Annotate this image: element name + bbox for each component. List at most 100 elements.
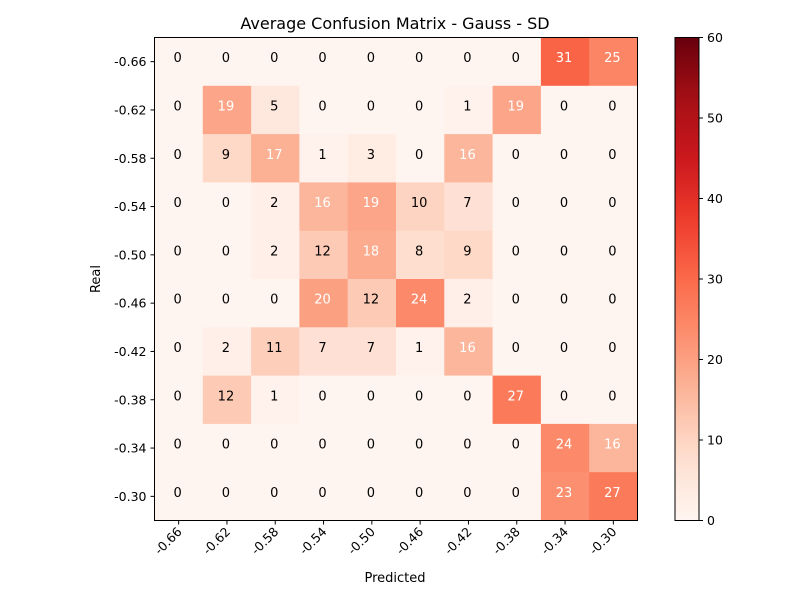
cell-value-label: 0 [415,51,423,66]
cell-value-label: 0 [270,486,278,501]
y-tick-label: -0.30 [114,489,146,504]
heatmap-cell [347,327,397,377]
cell-value-label: 12 [363,293,380,308]
cell-value-label: 0 [415,486,423,501]
heatmap-cell [202,85,252,135]
cell-value-label: 0 [415,148,423,163]
heatmap-cell [589,85,638,135]
x-tick-label: -0.34 [538,524,572,558]
heatmap-cell [444,279,494,328]
colorbar-ticks: 0 10 20 30 40 50 60 [699,30,723,528]
heatmap-cell [492,327,542,377]
heatmap-cell [347,85,397,135]
cell-value-label: 0 [174,341,182,356]
cell-value-label: 0 [608,244,616,259]
cell-value-label: 0 [415,99,423,114]
x-tick-label: -0.66 [151,524,185,558]
heatmap-cell [347,37,397,87]
heatmap-cell [396,472,445,521]
cell-value-label: 1 [270,389,278,404]
cell-value-label: 27 [604,486,621,501]
cell-value-label: 0 [174,293,182,308]
colorbar-tick-label: 60 [707,30,723,45]
cell-value-label: 0 [222,486,230,501]
cell-value-label: 0 [463,438,471,453]
heatmap-cell [202,230,252,280]
cell-value-label: 5 [270,99,278,114]
cell-value-label: 9 [222,148,230,163]
cell-value-label: 16 [604,438,621,453]
heatmap-cell [251,37,300,87]
heatmap-cell [299,37,349,87]
colorbar-tick-label: 40 [707,191,723,206]
y-axis-ticks: -0.66 -0.62 -0.58 -0.54 -0.50 -0.46 -0.42 -0.38… [114,54,155,504]
heatmap-cell [154,182,204,232]
heatmap-cell [299,230,349,280]
heatmap-cell [540,472,590,521]
heatmap-cell [396,37,445,87]
heatmap-cell [492,230,542,280]
heatmap-cell [202,375,252,425]
cell-value-label: 19 [218,99,235,114]
cell-value-label: 0 [608,148,616,163]
heatmap-cell [444,423,494,473]
cell-value-label: 19 [507,99,524,114]
x-tick-label: -0.50 [344,524,378,558]
cell-value-label: 0 [512,293,520,308]
cell-value-label: 0 [512,438,520,453]
heatmap-cell [589,375,638,425]
heatmap-cell [444,182,494,232]
heatmap-cell [202,37,252,87]
cell-value-label: 20 [314,293,331,308]
heatmap-cell [492,182,542,232]
cell-value-label: 0 [318,51,326,66]
heatmap-cell [154,134,204,183]
heatmap-cell [396,134,445,183]
heatmap-cell [251,230,300,280]
cell-value-label: 0 [512,51,520,66]
heatmap-cell [202,279,252,328]
y-tick-label: -0.38 [114,392,146,407]
heatmap-cell [154,279,204,328]
heatmap-cell [347,375,397,425]
heatmap-cell-labels: 0 0 0 0 0 0 0 0 31 250 19 5 0 0 0 1 19 0 00 9 17 1 3 0 16 0 0 00 0 2 1… [174,51,621,501]
cell-value-label: 0 [174,51,182,66]
heatmap-cell [444,375,494,425]
cell-value-label: 12 [314,244,331,259]
cell-value-label: 0 [174,244,182,259]
heatmap-cell [202,327,252,377]
cell-value-label: 17 [266,148,283,163]
heatmap-cell [154,472,204,521]
cell-value-label: 31 [556,51,573,66]
cell-value-label: 0 [512,486,520,501]
cell-value-label: 0 [318,99,326,114]
heatmap-cell [251,327,300,377]
heatmap-cell [202,134,252,183]
heatmap-cell [492,134,542,183]
cell-value-label: 2 [270,196,278,211]
cell-value-label: 0 [608,99,616,114]
heatmap-cell [299,182,349,232]
cell-value-label: 0 [174,438,182,453]
heatmap-cell [347,182,397,232]
y-axis-label: Real [89,265,104,293]
cell-value-label: 12 [218,389,235,404]
x-tick-label: -0.42 [441,524,474,557]
cell-value-label: 0 [608,293,616,308]
heatmap-cell [396,85,445,135]
heatmap-cell [251,375,300,425]
colorbar-tick-label: 30 [707,272,723,287]
cell-value-label: 0 [463,486,471,501]
cell-value-label: 0 [222,51,230,66]
heatmap-cell [299,472,349,521]
colorbar-tick-label: 10 [707,433,723,448]
cell-value-label: 0 [174,486,182,501]
heatmap-cell [251,423,300,473]
colorbar-tick-label: 50 [707,111,723,126]
heatmap-cell [299,279,349,328]
cell-value-label: 0 [608,341,616,356]
heatmap-cell [540,182,590,232]
heatmap-cell [299,85,349,135]
heatmap-cell [492,37,542,87]
cell-value-label: 1 [415,341,423,356]
